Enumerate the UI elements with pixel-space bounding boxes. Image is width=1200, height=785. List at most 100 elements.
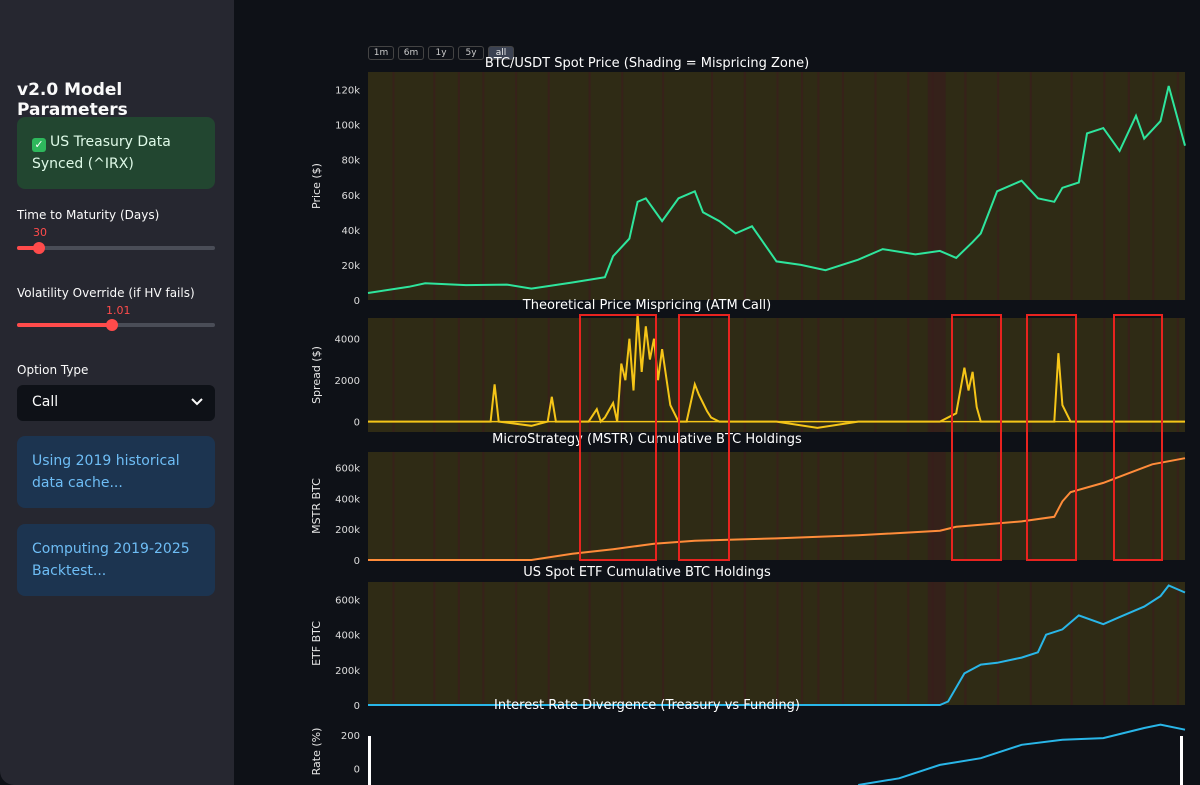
mispricing-stripe [662,72,665,300]
mispricing-stripe [776,318,779,432]
option-type-select[interactable]: Call [17,385,215,421]
mispricing-stripe [1152,72,1155,300]
chart-title: MicroStrategy (MSTR) Cumulative BTC Hold… [492,432,802,447]
y-tick-label: 0 [354,418,360,429]
mispricing-stripe [1029,318,1032,432]
highlight-box [678,314,730,561]
boundary-line [368,736,371,785]
mispricing-stripe [711,582,714,705]
y-tick-label: 600k [335,463,360,474]
mispricing-stripe [907,582,910,705]
y-tick-label: 0 [354,701,360,712]
mispricing-stripe [588,582,591,705]
sidebar-title: v2.0 Model Parameters [17,80,128,120]
success-alert: ✓ US Treasury Data Synced (^IRX) [17,117,215,189]
volatility-slider[interactable] [17,319,215,331]
mispricing-stripe [817,318,820,432]
success-alert-text: US Treasury Data Synced (^IRX) [32,134,171,172]
mispricing-stripe [515,72,518,300]
volatility-slider-label: Volatility Override (if HV fails) [17,286,195,300]
range-button-all[interactable]: all [488,46,514,60]
mispricing-stripe [482,72,485,300]
boundary-line [1180,736,1183,785]
mispricing-stripe [1029,72,1032,300]
mispricing-stripe [621,452,624,560]
mispricing-stripe [711,318,714,432]
mispricing-stripe [433,452,436,560]
mispricing-zone [927,318,946,432]
mispricing-stripe [841,318,844,432]
mispricing-stripe [711,72,714,300]
range-button-6m[interactable]: 6m [398,46,424,60]
mispricing-stripe [874,318,877,432]
mispricing-stripe [801,318,804,432]
mispricing-stripe [743,582,746,705]
y-tick-label: 4000 [335,335,360,346]
y-tick-label: 100k [335,121,360,132]
mispricing-stripe [482,582,485,705]
maturity-slider-label: Time to Maturity (Days) [17,208,160,222]
mispricing-stripe [662,452,665,560]
mispricing-stripe [433,582,436,705]
mispricing-stripe [964,452,967,560]
mispricing-stripe [997,318,1000,432]
chart-title: BTC/USDT Spot Price (Shading = Mispricin… [485,56,809,71]
mispricing-stripe [776,452,779,560]
mispricing-stripe [841,452,844,560]
y-tick-label: 600k [335,596,360,607]
y-axis-label: Rate (%) [310,728,323,776]
mispricing-stripe [515,452,518,560]
range-button-1y[interactable]: 1y [428,46,454,60]
mispricing-stripe [964,582,967,705]
mispricing-stripe [1127,452,1130,560]
y-tick-label: 0 [354,764,360,775]
mispricing-stripe [907,452,910,560]
mispricing-stripe [997,452,1000,560]
mispricing-stripe [743,318,746,432]
volatility-slider-fill [17,323,112,327]
y-tick-label: 80k [341,156,360,167]
mispricing-zone [927,582,946,705]
range-button-5y[interactable]: 5y [458,46,484,60]
mispricing-stripe [801,582,804,705]
mispricing-stripe [482,452,485,560]
mispricing-stripe [1103,318,1106,432]
maturity-slider[interactable] [17,242,215,254]
mispricing-stripe [907,318,910,432]
range-selector: 1m 6m 1y 5y all [368,46,518,60]
mispricing-stripe [1152,452,1155,560]
mispricing-stripe [515,318,518,432]
mispricing-stripe [392,452,395,560]
maturity-slider-thumb[interactable] [33,242,45,254]
mispricing-stripe [515,582,518,705]
mispricing-stripe [621,582,624,705]
y-axis-label: MSTR BTC [310,478,323,534]
series-line [367,85,1186,294]
y-axis-label: Spread ($) [310,346,323,404]
mispricing-stripe [433,318,436,432]
mispricing-stripe [817,582,820,705]
mispricing-stripe [776,582,779,705]
mispricing-stripe [1176,582,1179,705]
mispricing-stripe [1176,72,1179,300]
mispricing-stripe [588,452,591,560]
y-tick-label: 200 [341,731,360,742]
info-alert-cache: Using 2019 historical data cache... [17,436,215,508]
y-axis-label: ETF BTC [310,621,323,666]
mispricing-stripe [1176,452,1179,560]
y-tick-label: 400k [335,631,360,642]
y-tick-label: 0 [354,296,360,307]
mispricing-stripe [588,72,591,300]
chevron-down-icon [191,398,203,406]
mispricing-stripe [1103,72,1106,300]
mispricing-stripe [711,452,714,560]
mispricing-stripe [392,582,395,705]
mispricing-stripe [547,582,550,705]
volatility-slider-thumb[interactable] [106,319,118,331]
mispricing-stripe [433,72,436,300]
range-button-1m[interactable]: 1m [368,46,394,60]
y-tick-label: 0 [354,556,360,567]
option-type-label: Option Type [17,363,89,377]
mispricing-stripe [482,318,485,432]
